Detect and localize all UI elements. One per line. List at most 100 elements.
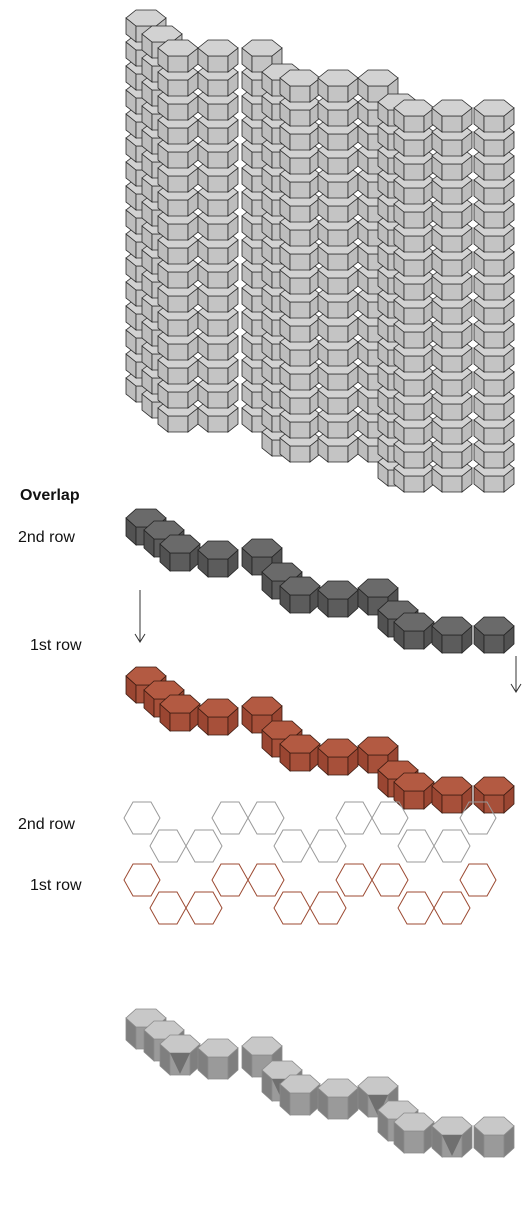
stacked-hexagon: [473, 267, 515, 301]
prism-face: [483, 115, 505, 133]
hexagon-outline: [123, 863, 161, 897]
prism-face: [207, 716, 229, 736]
prism-face: [441, 475, 463, 493]
interlock-notch: [368, 1095, 388, 1116]
hexagon-outline: [149, 891, 187, 925]
prism-face: [403, 283, 425, 301]
prism-face: [327, 205, 349, 223]
hexagon-outline: [459, 801, 497, 835]
prism-face: [483, 187, 505, 205]
prism-face: [327, 756, 349, 776]
overlap-heading: Overlap: [20, 487, 80, 504]
row-1-hexagon: [159, 694, 201, 732]
prism-face: [327, 229, 349, 247]
prism-face: [207, 271, 229, 289]
prism-face: [327, 397, 349, 415]
prism-top: [357, 578, 399, 598]
prism-face: [327, 85, 349, 103]
prism-top: [393, 1112, 435, 1132]
prism-face: [441, 379, 463, 397]
prism-top: [279, 1074, 321, 1094]
row-1-rust: [125, 666, 515, 814]
prism-face: [289, 349, 311, 367]
merged-hexagon: [197, 1038, 239, 1080]
merged-row: [125, 1008, 515, 1158]
stacked-hexagon: [279, 69, 321, 103]
row-1-label-bottom: 1st row: [30, 877, 82, 894]
prism-face: [289, 1092, 311, 1116]
prism-face: [403, 1130, 425, 1154]
prism-top: [143, 680, 185, 700]
prism-face: [483, 379, 505, 397]
prism-top: [197, 39, 239, 57]
prism-face: [207, 127, 229, 145]
row-1-hexagon: [317, 738, 359, 776]
prism-top: [431, 99, 473, 117]
merged-hexagon: [317, 1078, 359, 1120]
hexagon-outline: [397, 829, 435, 863]
prism-face: [403, 355, 425, 373]
prism-top: [241, 39, 283, 57]
prism-face: [441, 211, 463, 229]
prism-face: [207, 151, 229, 169]
prism-face: [289, 594, 311, 614]
prism-top: [143, 1020, 185, 1040]
prism-face: [441, 139, 463, 157]
prism-face: [327, 157, 349, 175]
prism-face: [207, 367, 229, 385]
prism-face: [483, 139, 505, 157]
prism-face: [207, 247, 229, 265]
prism-top: [241, 538, 283, 558]
row-2-hexagon: [197, 540, 239, 578]
prism-face: [327, 325, 349, 343]
hexagon-outline: [247, 863, 285, 897]
merged-hexagon: [279, 1074, 321, 1116]
prism-face: [483, 1134, 505, 1158]
hexagon-column: [431, 99, 473, 493]
prism-face: [441, 331, 463, 349]
prism-face: [483, 355, 505, 373]
row-2-hexagon: [317, 580, 359, 618]
prism-face: [403, 403, 425, 421]
hexagon-outline: [211, 801, 249, 835]
row-1-label-top: 1st row: [30, 637, 82, 654]
row-1-hexagon: [241, 696, 283, 734]
prism-face: [167, 79, 189, 97]
prism-top: [261, 720, 303, 740]
prism-face: [289, 253, 311, 271]
prism-face: [207, 415, 229, 433]
prism-top: [431, 776, 473, 796]
prism-face: [167, 55, 189, 73]
hexagon-outline: [335, 863, 373, 897]
prism-top: [473, 616, 515, 636]
prism-face: [289, 85, 311, 103]
row-1-hexagon: [393, 772, 435, 810]
prism-face: [483, 634, 505, 654]
prism-face: [483, 794, 505, 814]
merged-hexagon: [159, 1034, 201, 1076]
prism-top: [141, 25, 183, 43]
prism-top: [143, 520, 185, 540]
prism-face: [403, 187, 425, 205]
prism-face: [403, 451, 425, 469]
down-arrow-icon: [134, 590, 146, 643]
prism-face: [441, 403, 463, 421]
hexagon-outline: [211, 863, 249, 897]
prism-face: [167, 175, 189, 193]
prism-top: [393, 772, 435, 792]
prism-face: [483, 427, 505, 445]
prism-face: [441, 163, 463, 181]
prism-face: [207, 319, 229, 337]
prism-face: [289, 229, 311, 247]
prism-face: [403, 259, 425, 277]
hexagon-outline: [335, 801, 373, 835]
prism-top: [159, 534, 201, 554]
prism-face: [169, 712, 191, 732]
prism-face: [441, 283, 463, 301]
hexagon-column: [393, 99, 435, 493]
stacked-hexagon-columns: [125, 9, 515, 493]
prism-face: [327, 253, 349, 271]
row-2-hexagon: [393, 612, 435, 650]
prism-face: [441, 634, 463, 654]
prism-face: [167, 103, 189, 121]
